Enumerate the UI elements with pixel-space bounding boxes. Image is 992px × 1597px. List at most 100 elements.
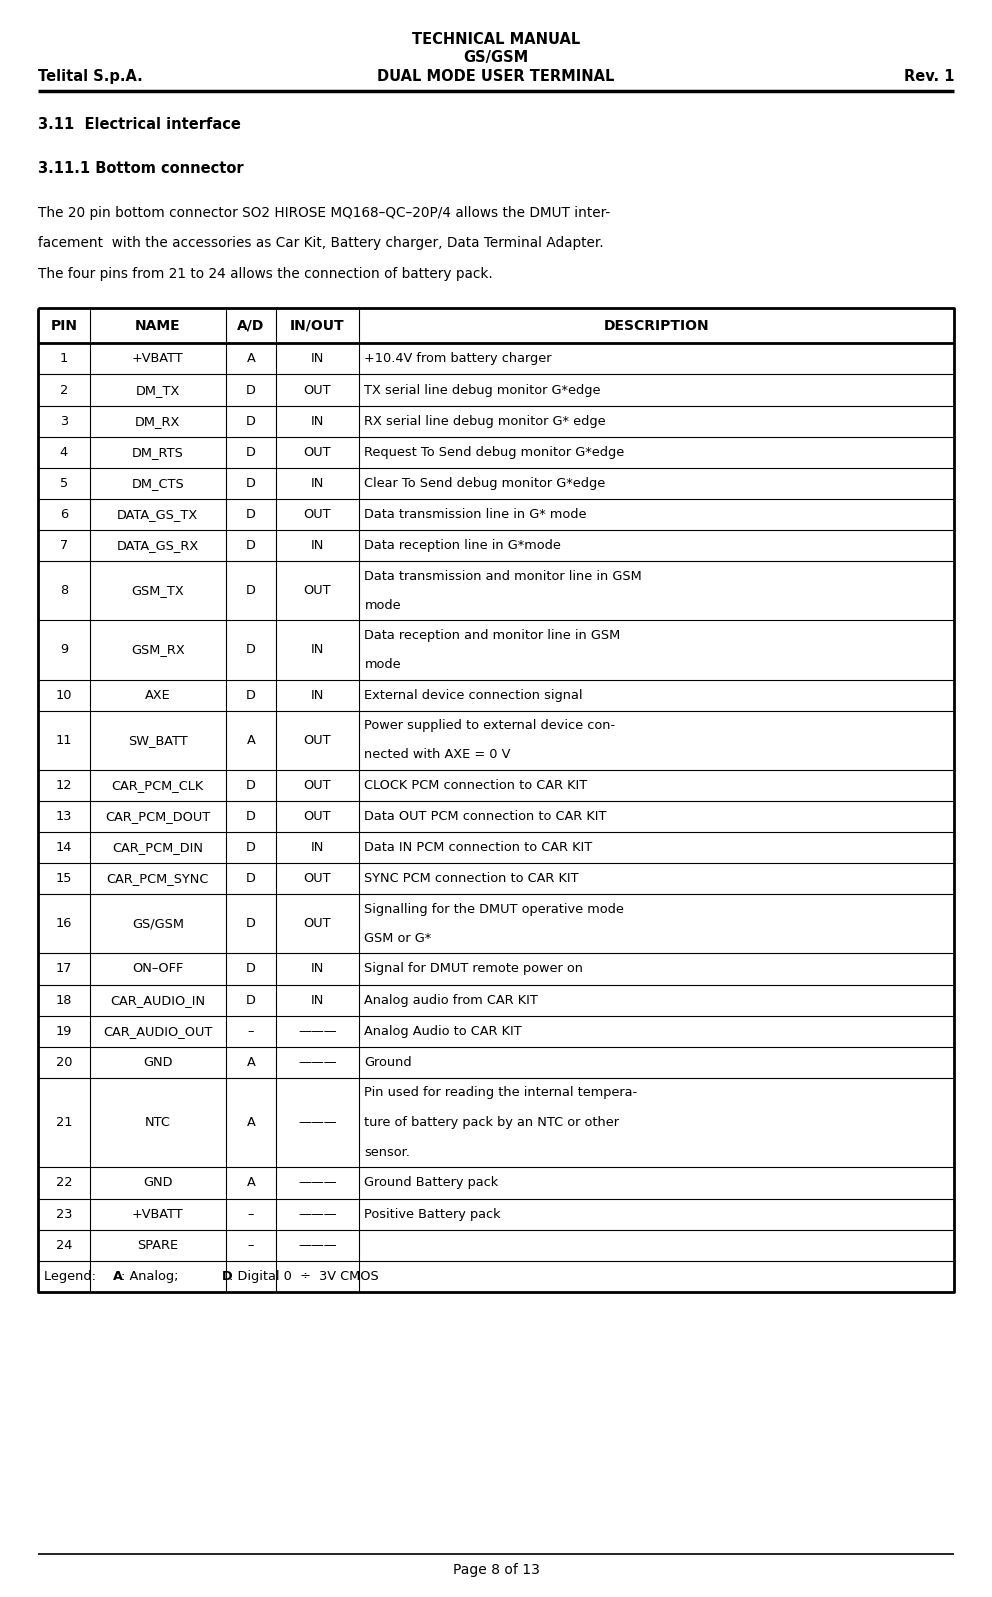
Text: DM_RTS: DM_RTS xyxy=(132,446,184,458)
Text: 23: 23 xyxy=(56,1207,72,1220)
Text: Positive Battery pack: Positive Battery pack xyxy=(364,1207,501,1220)
Text: 11: 11 xyxy=(56,733,72,747)
Text: CAR_AUDIO_IN: CAR_AUDIO_IN xyxy=(110,993,205,1006)
Text: Data OUT PCM connection to CAR KIT: Data OUT PCM connection to CAR KIT xyxy=(364,810,607,822)
Text: –: – xyxy=(248,1207,254,1220)
Text: CAR_PCM_DIN: CAR_PCM_DIN xyxy=(112,842,203,854)
Text: D: D xyxy=(246,478,256,490)
Text: PIN: PIN xyxy=(51,319,77,332)
Text: 3.11.1 Bottom connector: 3.11.1 Bottom connector xyxy=(38,161,243,176)
Text: CAR_PCM_SYNC: CAR_PCM_SYNC xyxy=(106,872,209,885)
Text: A: A xyxy=(246,1177,255,1190)
Text: sensor.: sensor. xyxy=(364,1147,411,1159)
Text: IN: IN xyxy=(310,644,324,656)
Text: 20: 20 xyxy=(56,1056,72,1068)
Text: D: D xyxy=(246,779,256,792)
Text: SYNC PCM connection to CAR KIT: SYNC PCM connection to CAR KIT xyxy=(364,872,579,885)
Text: facement  with the accessories as Car Kit, Battery charger, Data Terminal Adapte: facement with the accessories as Car Kit… xyxy=(38,236,603,251)
Text: OUT: OUT xyxy=(304,872,331,885)
Text: Ground: Ground xyxy=(364,1056,412,1068)
Text: D: D xyxy=(246,963,256,976)
Text: Signalling for the DMUT operative mode: Signalling for the DMUT operative mode xyxy=(364,902,624,915)
Text: Rev. 1: Rev. 1 xyxy=(904,69,954,83)
Text: ———: ——— xyxy=(298,1056,336,1068)
Text: ———: ——— xyxy=(298,1177,336,1190)
Text: Analog audio from CAR KIT: Analog audio from CAR KIT xyxy=(364,993,539,1006)
Text: –: – xyxy=(248,1239,254,1252)
Text: IN: IN xyxy=(310,993,324,1006)
Text: 4: 4 xyxy=(60,446,67,458)
Text: OUT: OUT xyxy=(304,383,331,396)
Text: SW_BATT: SW_BATT xyxy=(128,733,187,747)
Text: External device connection signal: External device connection signal xyxy=(364,688,583,701)
Text: CLOCK PCM connection to CAR KIT: CLOCK PCM connection to CAR KIT xyxy=(364,779,587,792)
Text: 3.11  Electrical interface: 3.11 Electrical interface xyxy=(38,117,241,131)
Text: IN: IN xyxy=(310,842,324,854)
Text: GSM_RX: GSM_RX xyxy=(131,644,185,656)
Text: ture of battery pack by an NTC or other: ture of battery pack by an NTC or other xyxy=(364,1116,619,1129)
Text: A: A xyxy=(246,1056,255,1068)
Text: GS/GSM: GS/GSM xyxy=(463,50,529,65)
Text: D: D xyxy=(246,540,256,553)
Text: ———: ——— xyxy=(298,1239,336,1252)
Text: ———: ——— xyxy=(298,1025,336,1038)
Text: GSM_TX: GSM_TX xyxy=(131,585,185,597)
Text: 24: 24 xyxy=(56,1239,72,1252)
Text: A/D: A/D xyxy=(237,319,265,332)
Text: A: A xyxy=(246,353,255,366)
Text: 3: 3 xyxy=(60,415,67,428)
Text: GND: GND xyxy=(143,1177,173,1190)
Text: nected with AXE = 0 V: nected with AXE = 0 V xyxy=(364,749,511,762)
Text: TX serial line debug monitor G*edge: TX serial line debug monitor G*edge xyxy=(364,383,601,396)
Text: NAME: NAME xyxy=(135,319,181,332)
Text: +VBATT: +VBATT xyxy=(132,1207,184,1220)
Text: Data transmission line in G* mode: Data transmission line in G* mode xyxy=(364,508,587,521)
Text: +VBATT: +VBATT xyxy=(132,353,184,366)
Text: D: D xyxy=(246,585,256,597)
Text: OUT: OUT xyxy=(304,585,331,597)
Text: D: D xyxy=(246,993,256,1006)
Text: 13: 13 xyxy=(56,810,72,822)
Text: 2: 2 xyxy=(60,383,67,396)
Text: 16: 16 xyxy=(56,917,72,931)
Text: Analog Audio to CAR KIT: Analog Audio to CAR KIT xyxy=(364,1025,522,1038)
Text: GS/GSM: GS/GSM xyxy=(132,917,184,931)
Text: D: D xyxy=(246,917,256,931)
Text: : Digital 0  ÷  3V CMOS: : Digital 0 ÷ 3V CMOS xyxy=(229,1270,379,1282)
Text: RX serial line debug monitor G* edge: RX serial line debug monitor G* edge xyxy=(364,415,606,428)
Text: The four pins from 21 to 24 allows the connection of battery pack.: The four pins from 21 to 24 allows the c… xyxy=(38,267,492,281)
Text: GSM or G*: GSM or G* xyxy=(364,933,432,945)
Text: OUT: OUT xyxy=(304,446,331,458)
Text: Ground Battery pack: Ground Battery pack xyxy=(364,1177,499,1190)
Text: DM_RX: DM_RX xyxy=(135,415,181,428)
Text: : Analog;: : Analog; xyxy=(121,1270,186,1282)
Text: OUT: OUT xyxy=(304,917,331,931)
Text: Request To Send debug monitor G*edge: Request To Send debug monitor G*edge xyxy=(364,446,625,458)
Text: 12: 12 xyxy=(56,779,72,792)
Text: Data transmission and monitor line in GSM: Data transmission and monitor line in GS… xyxy=(364,570,642,583)
Text: 9: 9 xyxy=(60,644,67,656)
Text: A: A xyxy=(113,1270,123,1282)
Text: DUAL MODE USER TERMINAL: DUAL MODE USER TERMINAL xyxy=(377,69,615,83)
Text: Pin used for reading the internal tempera-: Pin used for reading the internal temper… xyxy=(364,1086,638,1099)
Text: –: – xyxy=(248,1025,254,1038)
Text: CAR_AUDIO_OUT: CAR_AUDIO_OUT xyxy=(103,1025,212,1038)
Text: D: D xyxy=(246,415,256,428)
Text: TECHNICAL MANUAL: TECHNICAL MANUAL xyxy=(412,32,580,46)
Text: IN: IN xyxy=(310,963,324,976)
Text: DM_TX: DM_TX xyxy=(136,383,180,396)
Text: 17: 17 xyxy=(56,963,72,976)
Text: CAR_PCM_DOUT: CAR_PCM_DOUT xyxy=(105,810,210,822)
Text: DATA_GS_TX: DATA_GS_TX xyxy=(117,508,198,521)
Text: D: D xyxy=(246,446,256,458)
Text: +10.4V from battery charger: +10.4V from battery charger xyxy=(364,353,552,366)
Text: A: A xyxy=(246,733,255,747)
Text: SPARE: SPARE xyxy=(137,1239,179,1252)
Text: 21: 21 xyxy=(56,1116,72,1129)
Text: Clear To Send debug monitor G*edge: Clear To Send debug monitor G*edge xyxy=(364,478,606,490)
Text: ON–OFF: ON–OFF xyxy=(132,963,184,976)
Text: OUT: OUT xyxy=(304,733,331,747)
Text: DESCRIPTION: DESCRIPTION xyxy=(603,319,709,332)
Text: Data IN PCM connection to CAR KIT: Data IN PCM connection to CAR KIT xyxy=(364,842,592,854)
Text: Power supplied to external device con-: Power supplied to external device con- xyxy=(364,719,616,731)
